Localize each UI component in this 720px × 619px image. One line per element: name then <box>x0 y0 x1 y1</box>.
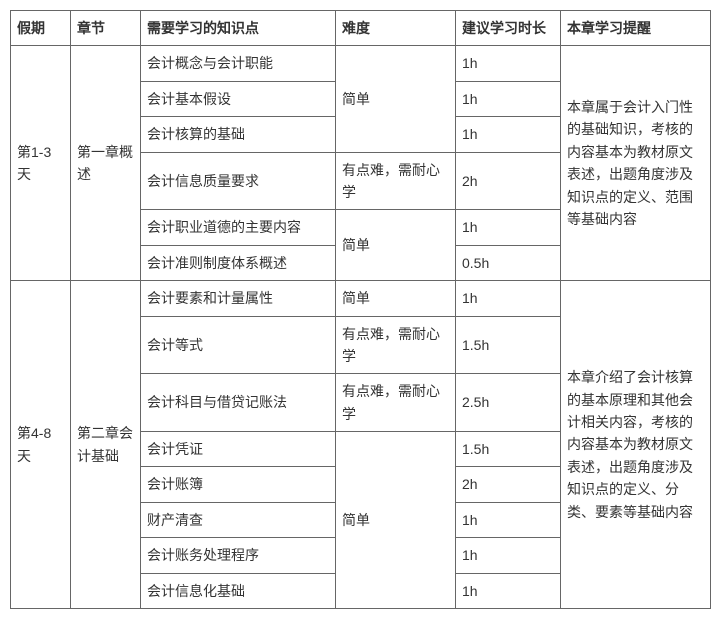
duration-cell: 1h <box>456 573 561 608</box>
header-points: 需要学习的知识点 <box>141 11 336 46</box>
point-cell: 会计准则制度体系概述 <box>141 245 336 280</box>
table-row: 第4-8天第二章会计基础会计要素和计量属性简单1h本章介绍了会计核算的基本原理和… <box>11 281 711 316</box>
duration-cell: 1h <box>456 538 561 573</box>
point-cell: 会计核算的基础 <box>141 117 336 152</box>
point-cell: 会计账簿 <box>141 467 336 502</box>
duration-cell: 1h <box>456 281 561 316</box>
table-body: 第1-3天第一章概述会计概念与会计职能简单1h本章属于会计入门性的基础知识，考核… <box>11 46 711 609</box>
duration-cell: 2h <box>456 467 561 502</box>
vacation-cell: 第1-3天 <box>11 46 71 281</box>
difficulty-cell: 有点难，需耐心学 <box>336 152 456 210</box>
header-difficulty: 难度 <box>336 11 456 46</box>
header-row: 假期 章节 需要学习的知识点 难度 建议学习时长 本章学习提醒 <box>11 11 711 46</box>
header-duration: 建议学习时长 <box>456 11 561 46</box>
duration-cell: 1h <box>456 502 561 537</box>
chapter-cell: 第一章概述 <box>71 46 141 281</box>
duration-cell: 1h <box>456 117 561 152</box>
point-cell: 会计信息质量要求 <box>141 152 336 210</box>
header-vacation: 假期 <box>11 11 71 46</box>
point-cell: 会计信息化基础 <box>141 573 336 608</box>
difficulty-cell: 简单 <box>336 46 456 152</box>
difficulty-cell: 简单 <box>336 432 456 609</box>
table-row: 第1-3天第一章概述会计概念与会计职能简单1h本章属于会计入门性的基础知识，考核… <box>11 46 711 81</box>
difficulty-cell: 简单 <box>336 210 456 281</box>
duration-cell: 0.5h <box>456 245 561 280</box>
point-cell: 会计概念与会计职能 <box>141 46 336 81</box>
chapter-cell: 第二章会计基础 <box>71 281 141 609</box>
point-cell: 会计职业道德的主要内容 <box>141 210 336 245</box>
difficulty-cell: 简单 <box>336 281 456 316</box>
duration-cell: 1.5h <box>456 432 561 467</box>
vacation-cell: 第4-8天 <box>11 281 71 609</box>
header-reminder: 本章学习提醒 <box>561 11 711 46</box>
reminder-cell: 本章属于会计入门性的基础知识，考核的内容基本为教材原文表述，出题角度涉及知识点的… <box>561 46 711 281</box>
point-cell: 会计凭证 <box>141 432 336 467</box>
duration-cell: 2.5h <box>456 374 561 432</box>
reminder-cell: 本章介绍了会计核算的基本原理和其他会计相关内容，考核的内容基本为教材原文表述，出… <box>561 281 711 609</box>
point-cell: 会计科目与借贷记账法 <box>141 374 336 432</box>
point-cell: 会计等式 <box>141 316 336 374</box>
duration-cell: 1h <box>456 46 561 81</box>
point-cell: 会计账务处理程序 <box>141 538 336 573</box>
duration-cell: 1.5h <box>456 316 561 374</box>
duration-cell: 1h <box>456 210 561 245</box>
duration-cell: 2h <box>456 152 561 210</box>
difficulty-cell: 有点难，需耐心学 <box>336 374 456 432</box>
point-cell: 会计要素和计量属性 <box>141 281 336 316</box>
duration-cell: 1h <box>456 81 561 116</box>
study-plan-table: 假期 章节 需要学习的知识点 难度 建议学习时长 本章学习提醒 第1-3天第一章… <box>10 10 711 609</box>
point-cell: 财产清查 <box>141 502 336 537</box>
point-cell: 会计基本假设 <box>141 81 336 116</box>
header-chapter: 章节 <box>71 11 141 46</box>
difficulty-cell: 有点难，需耐心学 <box>336 316 456 374</box>
